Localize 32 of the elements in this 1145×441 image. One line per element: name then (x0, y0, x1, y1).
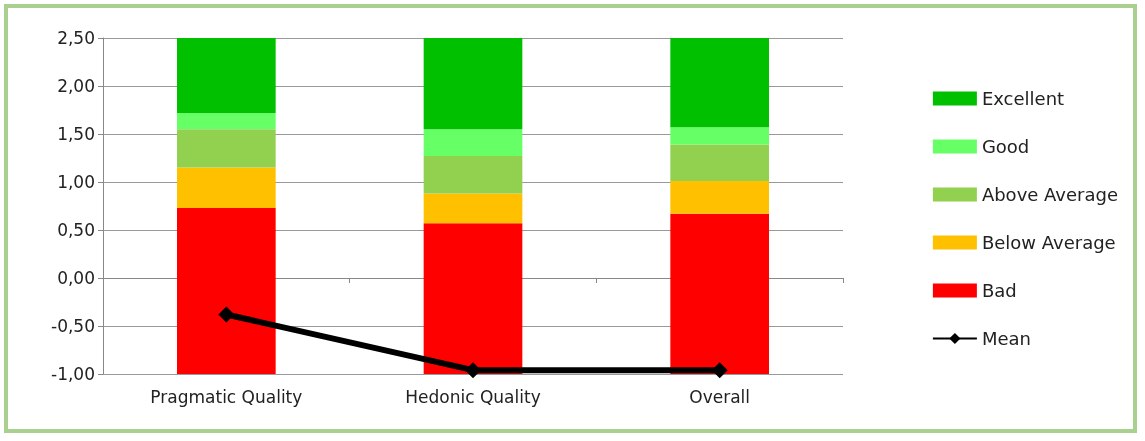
y-tick-label: -1,00 (51, 364, 95, 384)
bar (423, 129, 523, 157)
y-tick-label: 1,50 (57, 124, 95, 144)
bar (423, 38, 523, 130)
bar (423, 156, 523, 194)
y-tick-label: -0,50 (51, 316, 95, 336)
bar (177, 167, 276, 208)
bar (177, 38, 276, 113)
x-tick-label: Overall (689, 386, 751, 407)
legend-label: Above Average (981, 184, 1119, 205)
bar (670, 181, 769, 214)
legend-label: Below Average (981, 232, 1116, 253)
bar (670, 38, 769, 128)
bar (177, 129, 276, 168)
bar (423, 223, 523, 374)
bar (670, 127, 769, 145)
legend-label: Excellent (981, 88, 1065, 109)
y-tick-label: 1,00 (57, 172, 95, 192)
x-tick-label: Hedonic Quality (405, 386, 541, 407)
bar (670, 144, 769, 182)
legend-label: Good (981, 136, 1030, 157)
y-tick-label: 2,00 (57, 76, 95, 96)
x-tick-label: Pragmatic Quality (150, 386, 303, 407)
bar (670, 213, 769, 374)
y-tick-label: 0,00 (57, 268, 95, 288)
y-tick-label: 2,50 (57, 28, 95, 48)
bar (177, 112, 276, 130)
legend-label: Bad (981, 280, 1017, 301)
bar (177, 207, 276, 374)
legend-label: Mean (981, 328, 1031, 349)
y-tick-label: 0,50 (57, 220, 95, 240)
bar (423, 193, 523, 224)
